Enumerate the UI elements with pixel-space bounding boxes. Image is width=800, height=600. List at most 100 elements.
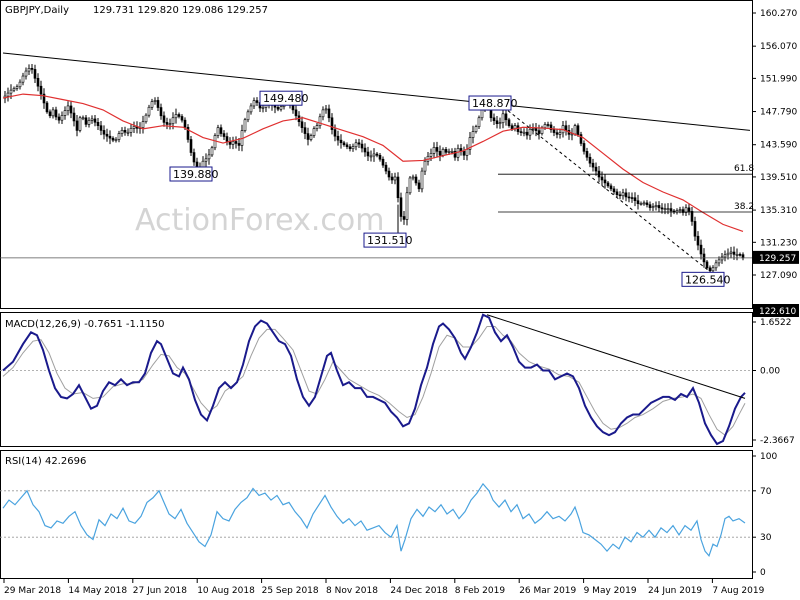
candle-down bbox=[732, 251, 736, 255]
candle-down bbox=[615, 191, 619, 196]
candle-up bbox=[261, 106, 265, 109]
candle-down bbox=[162, 115, 166, 123]
candle-up bbox=[447, 151, 451, 153]
candle-up bbox=[639, 203, 643, 205]
macd-signal-line bbox=[2, 325, 746, 436]
candle-up bbox=[63, 110, 67, 116]
candle-up bbox=[318, 116, 322, 126]
candle-down bbox=[294, 109, 298, 117]
candle-down bbox=[537, 130, 541, 134]
y-tick-label: 139.510 bbox=[760, 173, 797, 183]
candle-down bbox=[291, 104, 295, 111]
candle-up bbox=[729, 251, 733, 254]
candle-down bbox=[333, 129, 337, 137]
candle-up bbox=[309, 135, 313, 140]
candle-up bbox=[207, 154, 211, 160]
annotation-label: 139.880 bbox=[173, 168, 219, 181]
candle-down bbox=[552, 129, 556, 133]
candle-down bbox=[579, 134, 583, 144]
candle-down bbox=[255, 100, 259, 103]
candle-up bbox=[441, 149, 445, 156]
candle-up bbox=[216, 127, 220, 136]
candle-up bbox=[726, 252, 730, 256]
candle-up bbox=[6, 92, 10, 97]
candle-up bbox=[132, 126, 136, 129]
candle-down bbox=[585, 151, 589, 158]
candle-up bbox=[90, 118, 94, 121]
candle-down bbox=[30, 68, 34, 70]
candle-down bbox=[33, 69, 37, 79]
candle-down bbox=[438, 151, 442, 156]
candle-down bbox=[189, 139, 193, 153]
candle-down bbox=[693, 221, 697, 237]
candle-down bbox=[375, 153, 379, 156]
candle-down bbox=[576, 125, 580, 135]
candle-up bbox=[723, 254, 727, 258]
candle-down bbox=[219, 127, 223, 134]
candle-up bbox=[201, 160, 205, 168]
price-layer: 61.8 38.2 149.480 148.870 139.880 131.510 126.… bbox=[0, 52, 754, 287]
candle-down bbox=[603, 179, 607, 184]
candle-up bbox=[477, 117, 481, 127]
annotation-box bbox=[681, 271, 725, 287]
candle-down bbox=[237, 143, 241, 146]
candle-down bbox=[42, 93, 46, 104]
candle-down bbox=[234, 141, 238, 144]
rsi-line bbox=[2, 482, 746, 557]
candle-down bbox=[435, 147, 439, 152]
x-tick-label: 24 Jun 2019 bbox=[648, 586, 702, 596]
candle-up bbox=[252, 100, 256, 107]
candle-up bbox=[120, 129, 124, 134]
candle-down bbox=[306, 133, 310, 140]
candle-down bbox=[303, 127, 307, 134]
candle-up bbox=[372, 153, 376, 157]
sma-line bbox=[2, 93, 744, 233]
rsi-layer bbox=[0, 482, 752, 557]
candle-down bbox=[159, 107, 163, 117]
candle-down bbox=[396, 176, 400, 199]
candle-up bbox=[147, 106, 151, 116]
current-price-value: 129.257 bbox=[759, 254, 796, 264]
candle-down bbox=[402, 216, 406, 220]
candle-up bbox=[87, 120, 91, 125]
axis-layer: 160.270 156.070 151.990 147.790 143.590 139.5… bbox=[3, 9, 799, 596]
y-tick-label: 151.990 bbox=[760, 74, 797, 84]
candle-up bbox=[51, 109, 55, 117]
candle-up bbox=[621, 192, 625, 197]
candle-down bbox=[741, 254, 745, 259]
candle-down bbox=[156, 100, 160, 108]
candle-down bbox=[348, 146, 352, 150]
candle-up bbox=[714, 262, 718, 269]
fib-level-label: 61.8 bbox=[734, 164, 754, 174]
candle-down bbox=[186, 126, 190, 140]
candle-down bbox=[183, 119, 187, 128]
candle-up bbox=[171, 117, 175, 125]
rsi-y-tick-label: 0 bbox=[760, 568, 766, 578]
candle-up bbox=[678, 209, 682, 211]
annotation-label: 148.870 bbox=[472, 97, 518, 110]
candle-down bbox=[342, 142, 346, 146]
candle-up bbox=[711, 267, 715, 272]
candle-down bbox=[549, 124, 553, 130]
candle-down bbox=[105, 133, 109, 137]
current-price-tag bbox=[753, 250, 799, 264]
candle-down bbox=[345, 144, 349, 148]
candle-down bbox=[327, 108, 331, 119]
annotation-label: 131.510 bbox=[367, 234, 413, 247]
candle-down bbox=[102, 130, 106, 135]
candle-down bbox=[444, 149, 448, 153]
annotation-label: 149.480 bbox=[263, 92, 309, 105]
candle-down bbox=[669, 208, 673, 212]
macd-y-tick-label: -2.3667 bbox=[760, 436, 795, 446]
candle-up bbox=[420, 170, 424, 190]
candle-up bbox=[12, 88, 16, 91]
price-trendline bbox=[2, 52, 751, 131]
candle-up bbox=[717, 259, 721, 264]
candle-down bbox=[222, 133, 226, 137]
bottom-price-tag bbox=[753, 304, 799, 317]
macd-y-tick-label: 0.00 bbox=[760, 367, 780, 377]
candle-down bbox=[534, 128, 538, 131]
candle-up bbox=[204, 158, 208, 162]
candle-down bbox=[705, 261, 709, 269]
candle-down bbox=[708, 267, 712, 272]
